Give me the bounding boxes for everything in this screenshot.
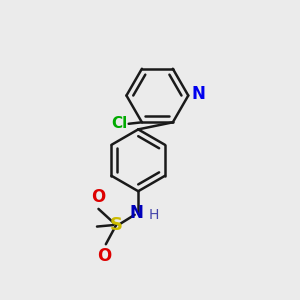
Text: H: H <box>148 208 159 222</box>
Text: N: N <box>130 204 144 222</box>
Text: N: N <box>191 85 205 103</box>
Text: Cl: Cl <box>111 116 127 131</box>
Text: O: O <box>91 188 106 206</box>
Text: O: O <box>97 247 112 265</box>
Text: S: S <box>110 216 123 234</box>
